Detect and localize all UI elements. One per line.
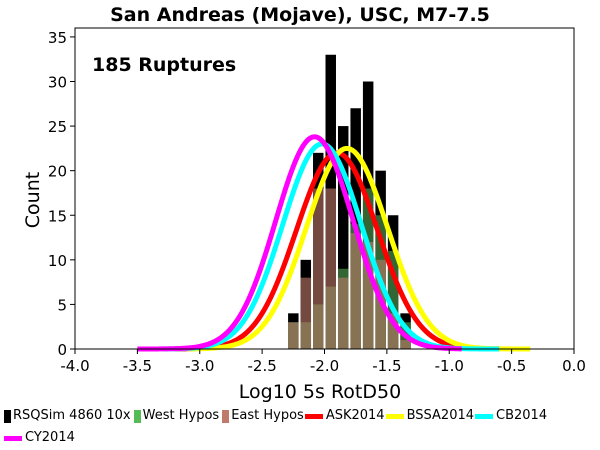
bar-east-hypos-8	[387, 313, 399, 349]
legend-label-bssa: BSSA2014	[406, 408, 475, 423]
bar-east-hypos-5	[350, 233, 361, 349]
rupture-count-annotation: 185 Ruptures	[92, 54, 236, 76]
legend-label-ask: ASK2014	[325, 408, 385, 423]
curve-ask2014	[174, 150, 500, 352]
y-tick-label-6: 30	[48, 74, 67, 92]
y-tick-label-3: 15	[48, 207, 67, 225]
bar-east-hypos-1	[300, 277, 312, 349]
bar-east-hypos-4	[337, 277, 349, 349]
bar-east-hypos-6	[362, 242, 374, 349]
legend-item-cb: CB2014	[475, 405, 547, 427]
y-tick-label-5: 25	[48, 118, 67, 136]
bar-east-hypos-3	[325, 188, 336, 349]
chart-title: San Andreas (Mojave), USC, M7-7.5	[110, 4, 490, 26]
x-tick-label-0: -4.0	[60, 357, 89, 375]
legend-swatch-west	[133, 409, 141, 423]
legend-item-ask: ASK2014	[304, 405, 385, 427]
legend-label-cy: CY2014	[25, 430, 75, 445]
bar-rsqsim-4860-10x-4	[337, 126, 349, 349]
legend-item-west: West Hypos	[132, 405, 220, 427]
legend-item-rsqsim: RSQSim 4860 10x	[4, 405, 131, 427]
x-tick-label-1: -3.5	[123, 357, 152, 375]
x-tick-label-2: -3.0	[185, 357, 214, 375]
x-tick-label-6: -1.0	[435, 357, 464, 375]
legend-row-2: CY2014	[4, 427, 600, 449]
y-tick-label-0: 0	[57, 341, 67, 359]
legend-row-1: RSQSim 4860 10x West Hypos East Hypos AS…	[4, 405, 600, 427]
bar-west-hypos-8	[387, 250, 399, 349]
legend-item-cy: CY2014	[4, 427, 75, 449]
chart: San Andreas (Mojave), USC, M7-7.5 -4.0 -3…	[22, 4, 586, 403]
legend-label-west: West Hypos	[142, 408, 220, 423]
legend-swatch-cy	[4, 435, 22, 441]
curve-cy2014	[136, 134, 463, 352]
y-tick-label-1: 5	[57, 296, 67, 314]
x-tick-label-4: -2.0	[310, 357, 339, 375]
legend-label-rsqsim: RSQSim 4860 10x	[13, 408, 131, 423]
x-tick-label-8: 0.0	[562, 357, 586, 375]
legend: RSQSim 4860 10x West Hypos East Hypos AS…	[4, 405, 600, 449]
legend-item-east: East Hypos	[220, 405, 304, 427]
model-curves	[136, 134, 531, 352]
y-tick-label-4: 20	[48, 163, 67, 181]
legend-swatch-rsqsim	[4, 409, 11, 423]
y-tick-label-7: 35	[48, 29, 67, 47]
bar-east-hypos-2	[313, 188, 324, 349]
legend-item-bssa: BSSA2014	[385, 405, 475, 427]
legend-label-east: East Hypos	[231, 408, 304, 423]
x-tick-label-7: -0.5	[497, 357, 526, 375]
x-tick-label-5: -1.5	[372, 357, 401, 375]
legend-swatch-ask	[304, 413, 323, 419]
legend-swatch-bssa	[385, 413, 404, 419]
plot-frame	[74, 27, 575, 350]
axes: -4.0 -3.5 -3.0 -2.5 -2.0 -1.5 -1.0 -0.5 0.0 0 5 10 1…	[48, 27, 586, 375]
legend-swatch-cb	[475, 413, 494, 419]
legend-label-cb: CB2014	[496, 408, 548, 423]
bar-east-hypos-0	[288, 322, 299, 349]
x-axis-label: Log10 5s RotD50	[239, 381, 401, 403]
y-tick-label-2: 10	[48, 252, 67, 270]
legend-swatch-east	[222, 409, 230, 423]
x-tick-label-3: -2.5	[247, 357, 276, 375]
y-axis-label: Count	[22, 172, 44, 228]
bar-east-hypos-9	[400, 340, 411, 349]
